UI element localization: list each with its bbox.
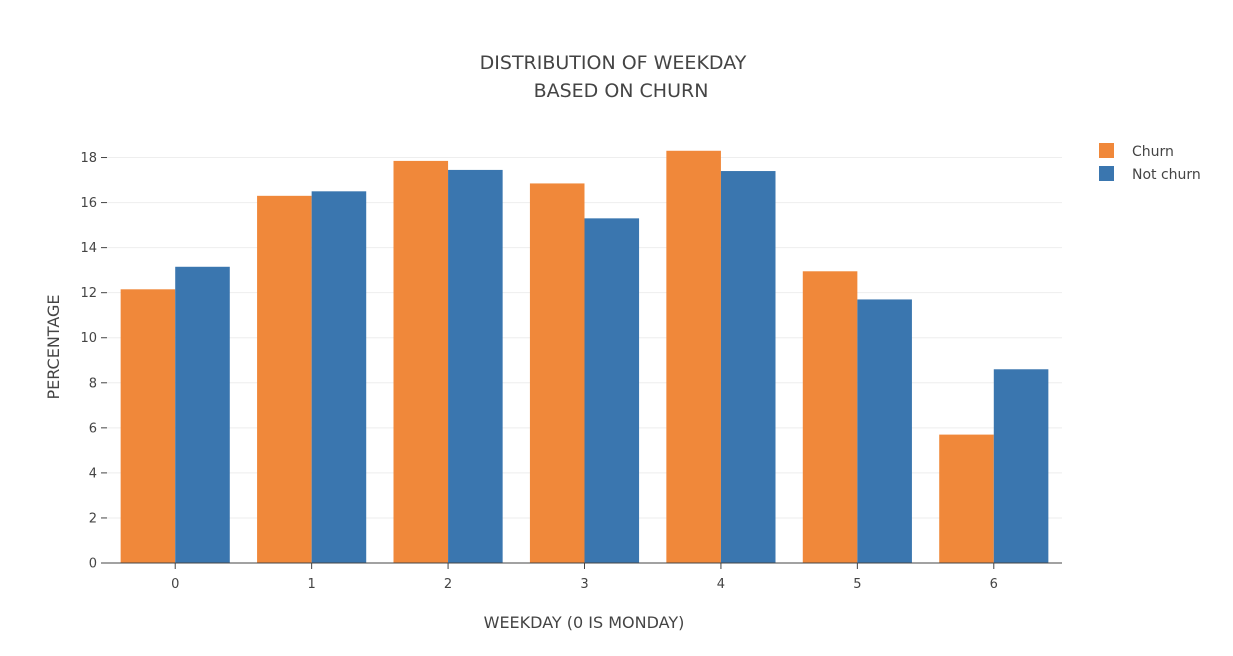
y-tick-label: 10: [80, 331, 97, 346]
legend-label-not-churn: Not churn: [1132, 167, 1201, 183]
x-tick-label: 2: [444, 577, 452, 592]
bar-not-churn: [584, 218, 640, 564]
y-tick-label: 6: [89, 421, 97, 436]
y-tick-label: 2: [89, 511, 97, 526]
legend-swatch-not-churn: [1099, 166, 1114, 181]
x-axis: 0 1 2 3 4 5 6: [171, 563, 998, 592]
bar-not-churn: [720, 171, 776, 563]
bar-churn: [939, 434, 994, 563]
bar-not-churn: [311, 191, 367, 563]
bar-churn: [393, 160, 449, 563]
y-axis-title: PERCENTAGE: [44, 294, 63, 399]
bar-not-churn: [448, 169, 503, 564]
y-tick-label: 4: [89, 466, 97, 481]
bar-not-churn: [857, 299, 912, 563]
x-tick-label: 3: [580, 577, 588, 592]
x-tick-label: 4: [717, 577, 725, 592]
y-tick-label: 8: [89, 376, 97, 391]
bar-churn: [120, 289, 176, 563]
chart-title-line-2: BASED ON CHURN: [534, 80, 709, 102]
x-tick-label: 1: [308, 577, 316, 592]
y-tick-label: 14: [80, 241, 97, 256]
y-tick-label: 16: [80, 196, 97, 211]
bar-churn: [529, 183, 585, 563]
chart-title-line-1: DISTRIBUTION OF WEEKDAY: [480, 52, 747, 74]
y-tick-label: 18: [80, 151, 97, 166]
x-tick-label: 6: [990, 577, 998, 592]
y-axis: 0 2 4 6 8 10 12 14 16 18: [80, 151, 107, 572]
x-axis-title: WEEKDAY (0 IS MONDAY): [484, 613, 685, 632]
legend: Churn Not churn: [1099, 143, 1201, 183]
bars: [120, 150, 1049, 564]
y-tick-label: 0: [89, 557, 97, 572]
bar-churn: [802, 271, 858, 563]
x-tick-label: 0: [171, 577, 179, 592]
legend-swatch-churn: [1099, 143, 1114, 158]
bar-not-churn: [993, 369, 1049, 563]
legend-label-churn: Churn: [1132, 144, 1174, 160]
x-tick-label: 5: [853, 577, 861, 592]
bar-churn: [257, 195, 312, 564]
bar-churn: [666, 150, 721, 563]
y-tick-label: 12: [80, 286, 97, 301]
bar-not-churn: [175, 266, 230, 563]
